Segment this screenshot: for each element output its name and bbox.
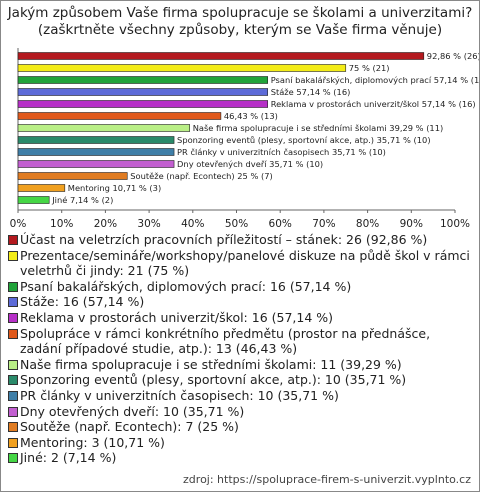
legend-swatch xyxy=(8,359,18,370)
bar xyxy=(17,100,269,108)
chart-subtitle: (zaškrtněte všechny způsoby, kterým se V… xyxy=(38,22,442,38)
legend-item: Naše firma spolupracuje i se středními š… xyxy=(7,357,473,373)
source: zdroj: https://spoluprace-firem-s-univer… xyxy=(183,473,471,486)
chart-title: Jakým způsobem Vaše firma spolupracuje s… xyxy=(7,5,473,21)
value-label: 92,86 % (26) xyxy=(427,51,479,61)
legend-item: Sponzoring eventů (plesy, sportovní akce… xyxy=(7,372,473,388)
legend-swatch xyxy=(8,281,18,292)
legend-item: Prezentace/semináře/workshopy/panelové d… xyxy=(7,248,473,279)
x-tick-label: 60% xyxy=(269,218,292,230)
value-label: Mentoring 10,71 % (3) xyxy=(68,183,161,193)
legend-label: Soutěže (např. Econtech): 7 (25 %) xyxy=(20,419,239,435)
legend-label: Prezentace/semináře/workshopy/panelové d… xyxy=(20,247,470,279)
legend-label: Jiné: 2 (7,14 %) xyxy=(20,450,117,466)
legend-swatch xyxy=(8,235,18,245)
legend-swatch xyxy=(8,437,18,448)
value-label: Naše firma spolupracuje i se středními š… xyxy=(193,123,444,133)
value-label: Psaní bakalářských, diplomových prací 57… xyxy=(271,75,479,85)
legend-item: Účast na veletrzích pracovních příležito… xyxy=(7,232,473,248)
bar xyxy=(17,136,175,144)
x-tick-label: 10% xyxy=(50,218,73,230)
bar xyxy=(17,160,175,168)
bar xyxy=(17,76,269,84)
legend: Účast na veletrzích pracovních příležito… xyxy=(7,232,473,466)
bar xyxy=(17,52,425,60)
x-tick-label: 100% xyxy=(440,218,470,230)
legend-label: Sponzoring eventů (plesy, sportovní akce… xyxy=(20,372,407,388)
value-label: Stáže 57,14 % (16) xyxy=(271,87,351,97)
bar xyxy=(17,184,66,192)
legend-label: Psaní bakalářských, diplomových prací: 1… xyxy=(20,278,352,294)
legend-item: Reklama v prostorách univerzit/škol: 16 … xyxy=(7,310,473,326)
legend-item: PR články v univerzitních časopisech: 10… xyxy=(7,388,473,404)
legend-swatch xyxy=(8,250,18,261)
legend-label: Stáže: 16 (57,14 %) xyxy=(20,294,145,310)
value-label: 75 % (21) xyxy=(349,63,390,73)
chart: Jakým způsobem Vaše firma spolupracuje s… xyxy=(7,5,479,230)
x-tick-label: 40% xyxy=(181,218,204,230)
bar xyxy=(17,88,269,96)
value-label: Soutěže (např. Econtech) 25 % (7) xyxy=(130,171,273,181)
value-label: Jiné 7,14 % (2) xyxy=(51,195,113,205)
legend-label: Reklama v prostorách univerzit/škol: 16 … xyxy=(20,309,334,325)
x-tick-label: 20% xyxy=(94,218,117,230)
x-tick-label: 50% xyxy=(225,218,248,230)
legend-swatch xyxy=(8,375,18,386)
bar xyxy=(17,64,347,72)
x-tick-label: 80% xyxy=(356,218,379,230)
legend-label: Účast na veletrzích pracovních příležito… xyxy=(20,232,428,247)
bar xyxy=(17,148,175,156)
value-label: 46,43 % (13) xyxy=(224,111,278,121)
legend-label: Naše firma spolupracuje i se středními š… xyxy=(20,356,402,372)
bar xyxy=(17,112,222,120)
value-label: Dny otevřených dveří 35,71 % (10) xyxy=(177,159,323,169)
x-tick-label: 30% xyxy=(137,218,160,230)
legend-swatch xyxy=(8,422,18,433)
legend-item: Spolupráce v rámci konkrétního předmětu … xyxy=(7,326,473,357)
legend-label: Mentoring: 3 (10,71 %) xyxy=(20,434,165,450)
value-label: Sponzoring eventů (plesy, sportovní akce… xyxy=(177,135,431,145)
value-label: Reklama v prostorách univerzit/škol 57,1… xyxy=(271,99,476,109)
legend-item: Psaní bakalářských, diplomových prací: 1… xyxy=(7,279,473,295)
legend-swatch xyxy=(8,328,18,339)
legend-item: Jiné: 2 (7,14 %) xyxy=(7,450,473,466)
legend-item: Stáže: 16 (57,14 %) xyxy=(7,294,473,310)
legend-label: Spolupráce v rámci konkrétního předmětu … xyxy=(20,325,431,357)
legend-item: Mentoring: 3 (10,71 %) xyxy=(7,435,473,451)
legend-swatch xyxy=(8,406,18,417)
legend-label: PR články v univerzitních časopisech: 10… xyxy=(20,387,339,403)
legend-item: Dny otevřených dveří: 10 (35,71 %) xyxy=(7,404,473,420)
x-tick-label: 0% xyxy=(10,218,27,230)
legend-swatch xyxy=(8,453,18,464)
bar xyxy=(17,124,190,132)
x-tick-label: 90% xyxy=(400,218,423,230)
x-tick-label: 70% xyxy=(312,218,335,230)
legend-label: Dny otevřených dveří: 10 (35,71 %) xyxy=(20,403,245,419)
legend-swatch xyxy=(8,297,18,308)
bar xyxy=(17,196,50,204)
bar xyxy=(17,172,128,180)
legend-swatch xyxy=(8,312,18,323)
legend-item: Soutěže (např. Econtech): 7 (25 %) xyxy=(7,419,473,435)
legend-swatch xyxy=(8,390,18,401)
value-label: PR články v univerzitních časopisech 35,… xyxy=(177,147,386,157)
